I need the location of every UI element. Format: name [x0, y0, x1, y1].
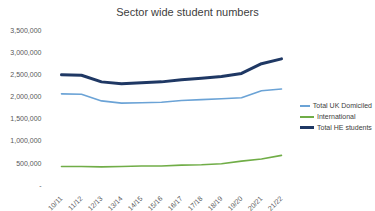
svg-text:18/19: 18/19	[206, 195, 223, 211]
svg-text:21/22: 21/22	[266, 195, 283, 211]
html-text:International: International	[317, 113, 356, 120]
svg-text:15/16: 15/16	[146, 195, 163, 211]
html-text:Total HE students: Total HE students	[317, 124, 372, 131]
svg-text:14/15: 14/15	[126, 195, 143, 211]
svg-text:3,000,000: 3,000,000	[10, 49, 41, 56]
svg-text:17/18: 17/18	[186, 195, 203, 211]
svg-text:-: -	[39, 182, 42, 189]
html-text:Sector wide student numbers: Sector wide student numbers	[116, 6, 259, 18]
svg-text:2,000,000: 2,000,000	[10, 93, 41, 100]
svg-text:19/20: 19/20	[226, 195, 243, 211]
svg-text:2,500,000: 2,500,000	[10, 71, 41, 78]
svg-text:3,500,000: 3,500,000	[10, 27, 41, 34]
svg-text:11/12: 11/12	[67, 195, 84, 211]
svg-text:1,000,000: 1,000,000	[10, 137, 41, 144]
svg-text:500,000: 500,000	[16, 160, 41, 167]
svg-text:1,500,000: 1,500,000	[10, 115, 41, 122]
svg-text:12/13: 12/13	[86, 195, 103, 211]
svg-text:13/14: 13/14	[106, 195, 123, 211]
svg-text:20/21: 20/21	[246, 195, 263, 211]
svg-text:10/11: 10/11	[47, 195, 64, 211]
html-text:Total UK Domiciled: Total UK Domiciled	[312, 102, 372, 109]
svg-text:16/17: 16/17	[166, 195, 183, 211]
